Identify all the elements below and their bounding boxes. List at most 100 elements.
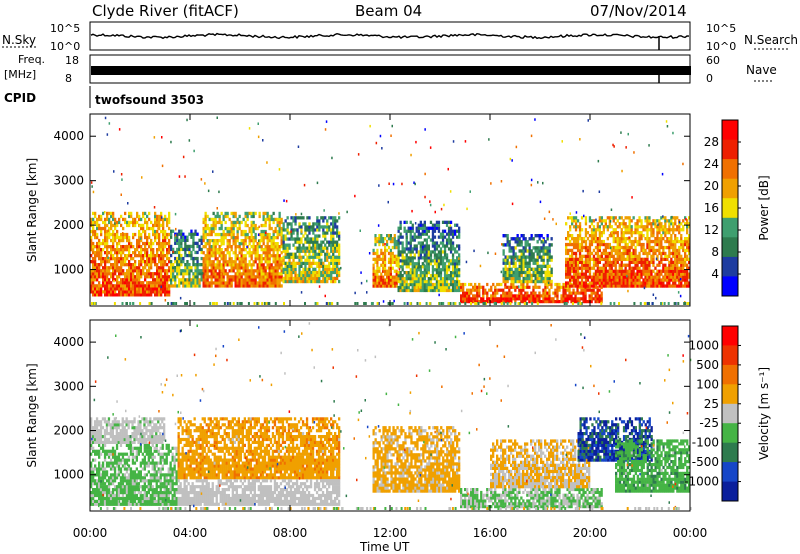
power-cell (318, 246, 321, 250)
power-cell (112, 238, 115, 243)
power-cell (389, 281, 392, 285)
power-cell (232, 260, 235, 264)
power-cell (220, 278, 223, 282)
power-cell (250, 239, 253, 243)
power-cell (132, 263, 135, 267)
power-cell (246, 272, 249, 276)
power-cell (292, 258, 295, 262)
power-cell (421, 285, 424, 290)
power-echo (621, 169, 623, 173)
power-cell (584, 231, 588, 235)
power-cell (518, 249, 521, 253)
power-cell (427, 256, 430, 260)
power-cell (397, 259, 400, 263)
power-cell (596, 251, 599, 256)
power-cell (334, 216, 337, 220)
power-cell (688, 284, 691, 288)
power-cell (288, 261, 291, 265)
power-echo (583, 214, 585, 218)
power-cell (608, 242, 611, 247)
power-cell (542, 270, 545, 275)
power-cell (100, 251, 103, 255)
power-cell (112, 235, 115, 240)
power-cell (316, 216, 319, 220)
power-cell (110, 226, 113, 231)
power-cell (397, 288, 400, 293)
power-cell (92, 220, 95, 225)
power-cell (224, 226, 227, 231)
power-cell (308, 237, 311, 241)
power-cell (308, 267, 311, 271)
power-cell (324, 258, 327, 262)
power-cell (668, 275, 671, 279)
power-cell (234, 220, 237, 225)
power-cell (138, 235, 141, 240)
power-cell (260, 266, 263, 270)
power-cell (598, 216, 601, 220)
power-cell (592, 260, 596, 264)
power-cell (403, 256, 406, 260)
power-cell (433, 226, 437, 230)
power-cell (290, 273, 293, 278)
power-cell (502, 267, 505, 271)
power-cell (304, 222, 307, 226)
power-cell (654, 219, 657, 223)
power-echo (118, 128, 121, 131)
power-cell (242, 239, 245, 243)
power-cell (606, 257, 609, 261)
power-cell (170, 229, 173, 233)
power-cell (652, 234, 655, 238)
power-cell (220, 211, 223, 216)
power-cell (204, 220, 207, 225)
power-echo (188, 139, 191, 142)
power-cell (128, 275, 131, 279)
power-cell (632, 281, 635, 285)
power-cell (449, 241, 453, 245)
power-cell (272, 254, 275, 258)
power-cell (102, 269, 105, 273)
power-cell (456, 259, 459, 263)
power-cell (588, 284, 592, 288)
power-cell (664, 278, 667, 282)
power-cell (384, 281, 387, 285)
power-cell (646, 239, 649, 244)
power-cell (100, 226, 103, 231)
power-cell (500, 282, 503, 287)
power-cell (162, 281, 165, 285)
power-cell (276, 269, 279, 273)
power-cell (458, 259, 461, 263)
power-cell (232, 269, 235, 273)
power-cell (435, 262, 439, 266)
power-cell (443, 229, 447, 233)
power-cell (202, 281, 205, 285)
power-cell (268, 232, 271, 237)
power-cell (232, 223, 235, 228)
power-cell (638, 216, 641, 220)
power-cell (242, 269, 245, 273)
power-cell (502, 258, 505, 262)
power-cell (170, 284, 173, 288)
power-cell (510, 291, 513, 295)
power-cell (108, 211, 111, 216)
power-cell (682, 278, 685, 282)
power-cell (433, 235, 437, 239)
power-cell (266, 211, 269, 216)
power-cell (506, 234, 509, 238)
power-cell (134, 290, 137, 294)
power-cell (272, 229, 275, 234)
power-cell (590, 297, 593, 301)
power-cell (534, 282, 537, 287)
power-cell (395, 272, 398, 276)
power-cell (514, 300, 517, 304)
power-cell (280, 242, 283, 246)
power-cell (282, 228, 285, 232)
power-cell (306, 234, 309, 238)
power-cell (674, 278, 677, 282)
power-cell (200, 241, 203, 245)
power-cell (256, 263, 259, 267)
power-echo (95, 272, 97, 275)
power-cell (576, 284, 580, 288)
power-cell (280, 272, 283, 276)
power-cell (574, 260, 578, 264)
power-cell (144, 278, 147, 282)
